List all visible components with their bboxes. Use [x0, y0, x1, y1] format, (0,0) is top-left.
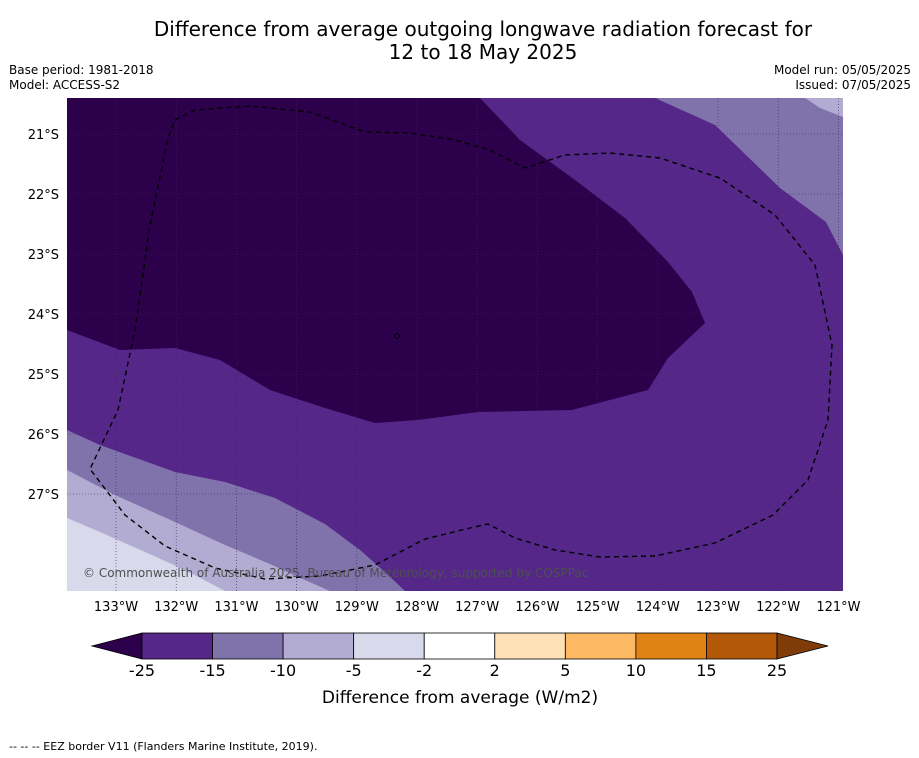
- colorbar-segment: [423, 632, 496, 660]
- band-minus-10-to-minus-15-ne: [655, 98, 843, 255]
- colorbar-extend-low: [90, 632, 143, 660]
- colorbar-segment: [706, 632, 778, 660]
- meta-left: Base period: 1981-2018 Model: ACCESS-S2: [9, 63, 154, 93]
- latitude-ticks: 21°S 22°S 23°S 24°S 25°S 26°S 27°S: [28, 128, 59, 503]
- colorbar-tick-label: -15: [199, 661, 225, 680]
- map-title: Difference from average outgoing longwav…: [60, 18, 906, 64]
- colorbar-extend-high: [776, 632, 829, 660]
- lon-tick-label: 130°W: [275, 600, 319, 615]
- meta-right: Model run: 05/05/2025 Issued: 07/05/2025: [774, 63, 911, 93]
- lon-tick-label: 131°W: [214, 600, 258, 615]
- map-panel: [67, 98, 843, 591]
- issued-date: Issued: 07/05/2025: [795, 78, 911, 92]
- lon-tick-label: 121°W: [816, 600, 860, 615]
- colorbar: -25 -15 -10 -5 -2 2 5 10 15 25: [90, 632, 829, 680]
- band-below-minus-25: [67, 98, 705, 423]
- lon-tick-label: 122°W: [756, 600, 800, 615]
- lon-tick-label: 127°W: [455, 600, 499, 615]
- lon-tick-label: 125°W: [576, 600, 620, 615]
- longitude-ticks: 133°W 132°W 131°W 130°W 129°W 128°W 127°W 126°W…: [94, 600, 861, 615]
- colorbar-segment: [564, 632, 637, 660]
- colorbar-segment: [141, 632, 213, 660]
- lat-tick-label: 23°S: [28, 248, 59, 263]
- lon-tick-label: 133°W: [94, 600, 138, 615]
- lon-tick-label: 132°W: [154, 600, 198, 615]
- colorbar-title: Difference from average (W/m2): [322, 688, 598, 708]
- base-period: Base period: 1981-2018: [9, 63, 154, 77]
- colorbar-tick-label: -25: [129, 661, 155, 680]
- lon-tick-label: 129°W: [335, 600, 379, 615]
- colorbar-segment: [494, 632, 566, 660]
- eez-border: [89, 105, 833, 580]
- lon-tick-label: 128°W: [395, 600, 439, 615]
- lat-tick-label: 25°S: [28, 368, 59, 383]
- title-line-2: 12 to 18 May 2025: [388, 40, 578, 64]
- colorbar-segment: [212, 632, 284, 660]
- colorbar-tick-label: 5: [560, 661, 570, 680]
- colorbar-tick-label: 10: [626, 661, 646, 680]
- band-minus-5-to-minus-10-ne: [805, 98, 843, 117]
- lat-tick-label: 22°S: [28, 188, 59, 203]
- lat-tick-label: 26°S: [28, 428, 59, 443]
- colorbar-segment: [353, 632, 425, 660]
- band-minus-2-to-minus-5-sw: [67, 518, 225, 591]
- colorbar-segment: [635, 632, 707, 660]
- graticule: [67, 98, 843, 591]
- colorbar-tick-label: 2: [490, 661, 500, 680]
- model-run: Model run: 05/05/2025: [773, 63, 911, 77]
- copyright-notice: © Commonwealth of Australia 2025, Bureau…: [83, 566, 588, 580]
- lat-tick-label: 27°S: [28, 488, 59, 503]
- lon-tick-label: 126°W: [515, 600, 559, 615]
- colorbar-tick-label: 15: [696, 661, 716, 680]
- colorbar-tick-label: -2: [416, 661, 432, 680]
- island-marker: [394, 333, 400, 339]
- colorbar-tick-label: 25: [767, 661, 787, 680]
- lon-tick-label: 124°W: [636, 600, 680, 615]
- lat-tick-label: 21°S: [28, 128, 59, 143]
- lat-tick-label: 24°S: [28, 308, 59, 323]
- colorbar-segment: [282, 632, 355, 660]
- footer-legend-note: -- -- -- EEZ border V11 (Flanders Marine…: [9, 740, 318, 753]
- lon-tick-label: 123°W: [696, 600, 740, 615]
- model-name: Model: ACCESS-S2: [9, 78, 121, 92]
- colorbar-tick-label: -10: [270, 661, 296, 680]
- colorbar-tick-label: -5: [346, 661, 362, 680]
- title-line-1: Difference from average outgoing longwav…: [153, 17, 813, 41]
